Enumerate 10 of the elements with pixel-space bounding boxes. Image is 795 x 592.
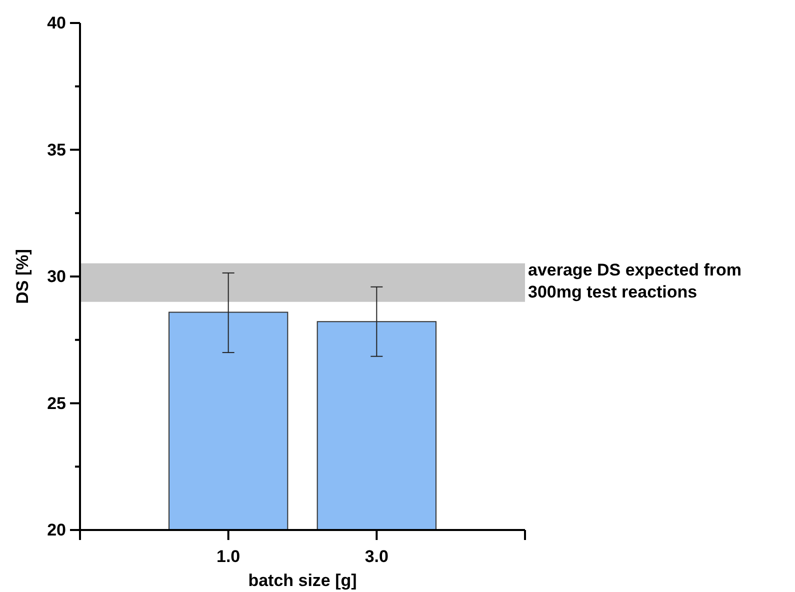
x-axis-title: batch size [g] <box>248 571 357 590</box>
y-axis-title: DS [%] <box>13 249 32 304</box>
x-tick-label: 3.0 <box>364 547 388 566</box>
y-tick-label: 40 <box>47 14 66 32</box>
y-tick-label: 20 <box>47 520 66 540</box>
y-tick-label: 30 <box>47 267 66 286</box>
band-label: average DS expected from 300mg test reactions <box>528 261 742 302</box>
y-tick-label: 35 <box>47 140 66 160</box>
y-tick-label: 25 <box>47 394 66 413</box>
x-tick-label: 1.0 <box>216 547 240 566</box>
